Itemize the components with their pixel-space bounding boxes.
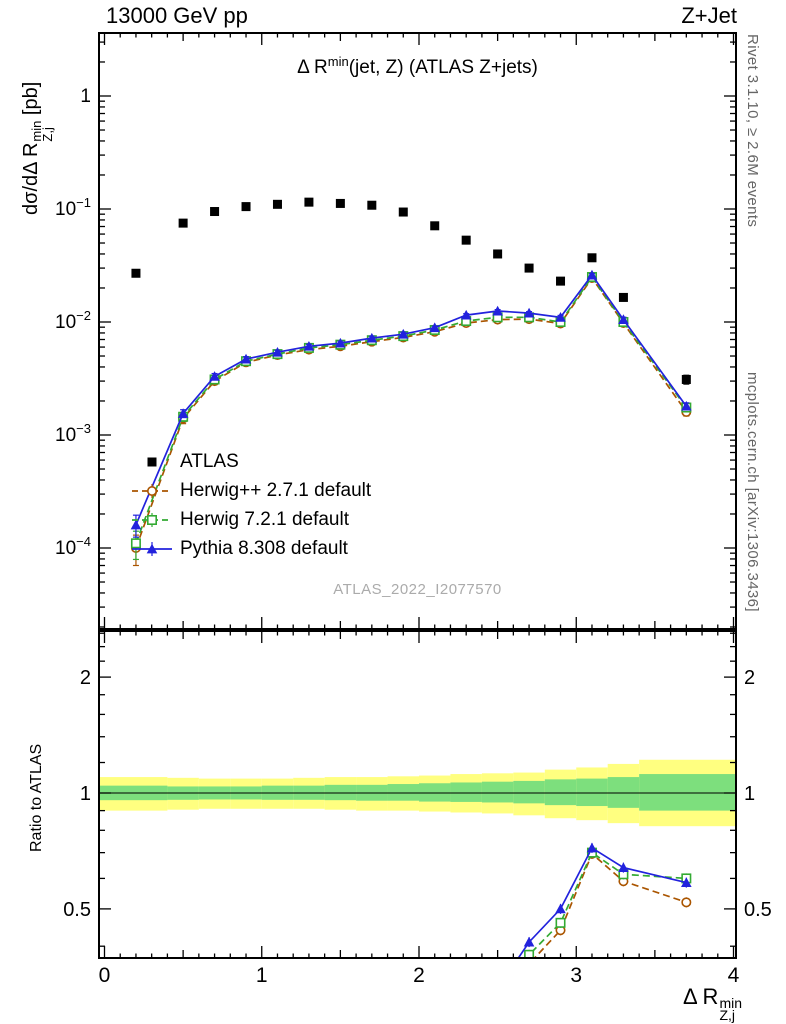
plot-frames bbox=[98, 32, 737, 959]
legend-entry-herwig-2-7-1-default: Herwig++ 2.7.1 default bbox=[130, 479, 371, 502]
svg-text:2: 2 bbox=[413, 964, 425, 987]
herwig-7-2-1-default-marker-icon bbox=[132, 512, 172, 527]
ratio-series-herwig-7-2-1-default bbox=[524, 847, 692, 957]
process-label: Z+Jet bbox=[681, 3, 737, 28]
svg-text:3: 3 bbox=[570, 964, 582, 987]
mcplots-reference-label: mcplots.cern.ch [arXiv:1306.3436] bbox=[744, 372, 761, 612]
legend-label: ATLAS bbox=[180, 450, 239, 472]
herwig-2-7-1-default-marker-icon bbox=[132, 483, 172, 498]
svg-text:10−3: 10−3 bbox=[55, 421, 91, 446]
y-axis-title-suffix: [pb] bbox=[20, 81, 42, 121]
main-series-atlas bbox=[131, 197, 691, 385]
main-series-pythia-8-308-default bbox=[130, 269, 692, 538]
ratio-y-axis-title: Ratio to ATLAS bbox=[28, 743, 45, 852]
svg-text:1: 1 bbox=[744, 783, 755, 805]
beam-energy-label: 13000 GeV pp bbox=[106, 3, 248, 28]
svg-text:10−2: 10−2 bbox=[55, 308, 91, 333]
y-axis-title-prefix: dσ/dΔ R bbox=[20, 142, 42, 215]
y-axis-title-sub: Z,j bbox=[40, 127, 55, 142]
analysis-id-watermark: ATLAS_2022_I2077570 bbox=[333, 581, 502, 598]
x-axis-title-prefix: Δ R bbox=[682, 984, 719, 1009]
svg-text:0.5: 0.5 bbox=[63, 899, 91, 921]
legend-label: Pythia 8.308 default bbox=[180, 537, 348, 559]
rivet-version-label: Rivet 3.1.10, ≥ 2.6M events bbox=[744, 34, 761, 228]
svg-text:1: 1 bbox=[256, 964, 268, 987]
y-axis-title-subsup: min Z,j bbox=[29, 121, 55, 142]
legend: ATLAS Herwig++ 2.7.1 default Herwig 7.2.1 … bbox=[130, 450, 371, 560]
svg-text:10−4: 10−4 bbox=[55, 534, 91, 559]
svg-text:4: 4 bbox=[728, 964, 740, 987]
pythia-8-308-default-marker-icon bbox=[132, 541, 172, 556]
atlas-marker-icon bbox=[147, 457, 157, 466]
legend-entry-herwig-7-2-1-default: Herwig 7.2.1 default bbox=[130, 508, 371, 531]
ratio-series-herwig-2-7-1-default bbox=[534, 848, 692, 957]
svg-text:0.5: 0.5 bbox=[744, 899, 772, 921]
axis-ticks bbox=[99, 33, 736, 958]
ratio-uncertainty-bands bbox=[99, 759, 736, 827]
svg-text:0: 0 bbox=[99, 964, 111, 987]
legend-entry-atlas: ATLAS bbox=[130, 450, 371, 473]
svg-text:1: 1 bbox=[80, 783, 91, 805]
plot-title: Δ Rmin(jet, Z) (ATLAS Z+jets) bbox=[99, 54, 736, 79]
legend-label: Herwig++ 2.7.1 default bbox=[180, 479, 372, 501]
plot-title-superscript: min bbox=[327, 54, 349, 69]
ratio-series-pythia-8-308-default bbox=[518, 842, 692, 957]
legend-entry-pythia-8-308-default: Pythia 8.308 default bbox=[130, 537, 371, 560]
svg-text:10−1: 10−1 bbox=[55, 195, 91, 220]
svg-text:2: 2 bbox=[80, 667, 91, 689]
svg-text:1: 1 bbox=[80, 86, 91, 107]
x-axis-title-sup: min bbox=[719, 995, 742, 1011]
tick-labels: 10−4 10−3 10−2 10−1 1 0 1 2 3 4 0.5 0.5 1 1 2 2 bbox=[55, 86, 772, 987]
plot-title-suffix: (jet, Z) (ATLAS Z+jets) bbox=[348, 57, 538, 78]
legend-label: Herwig 7.2.1 default bbox=[180, 508, 349, 530]
x-axis-title-sub: Z,j bbox=[719, 1007, 735, 1023]
x-axis-title-subsup: min Z,j bbox=[719, 995, 742, 1023]
ratio-series bbox=[518, 842, 692, 957]
plot-title-prefix: Δ R bbox=[297, 57, 328, 78]
svg-text:2: 2 bbox=[744, 667, 755, 689]
